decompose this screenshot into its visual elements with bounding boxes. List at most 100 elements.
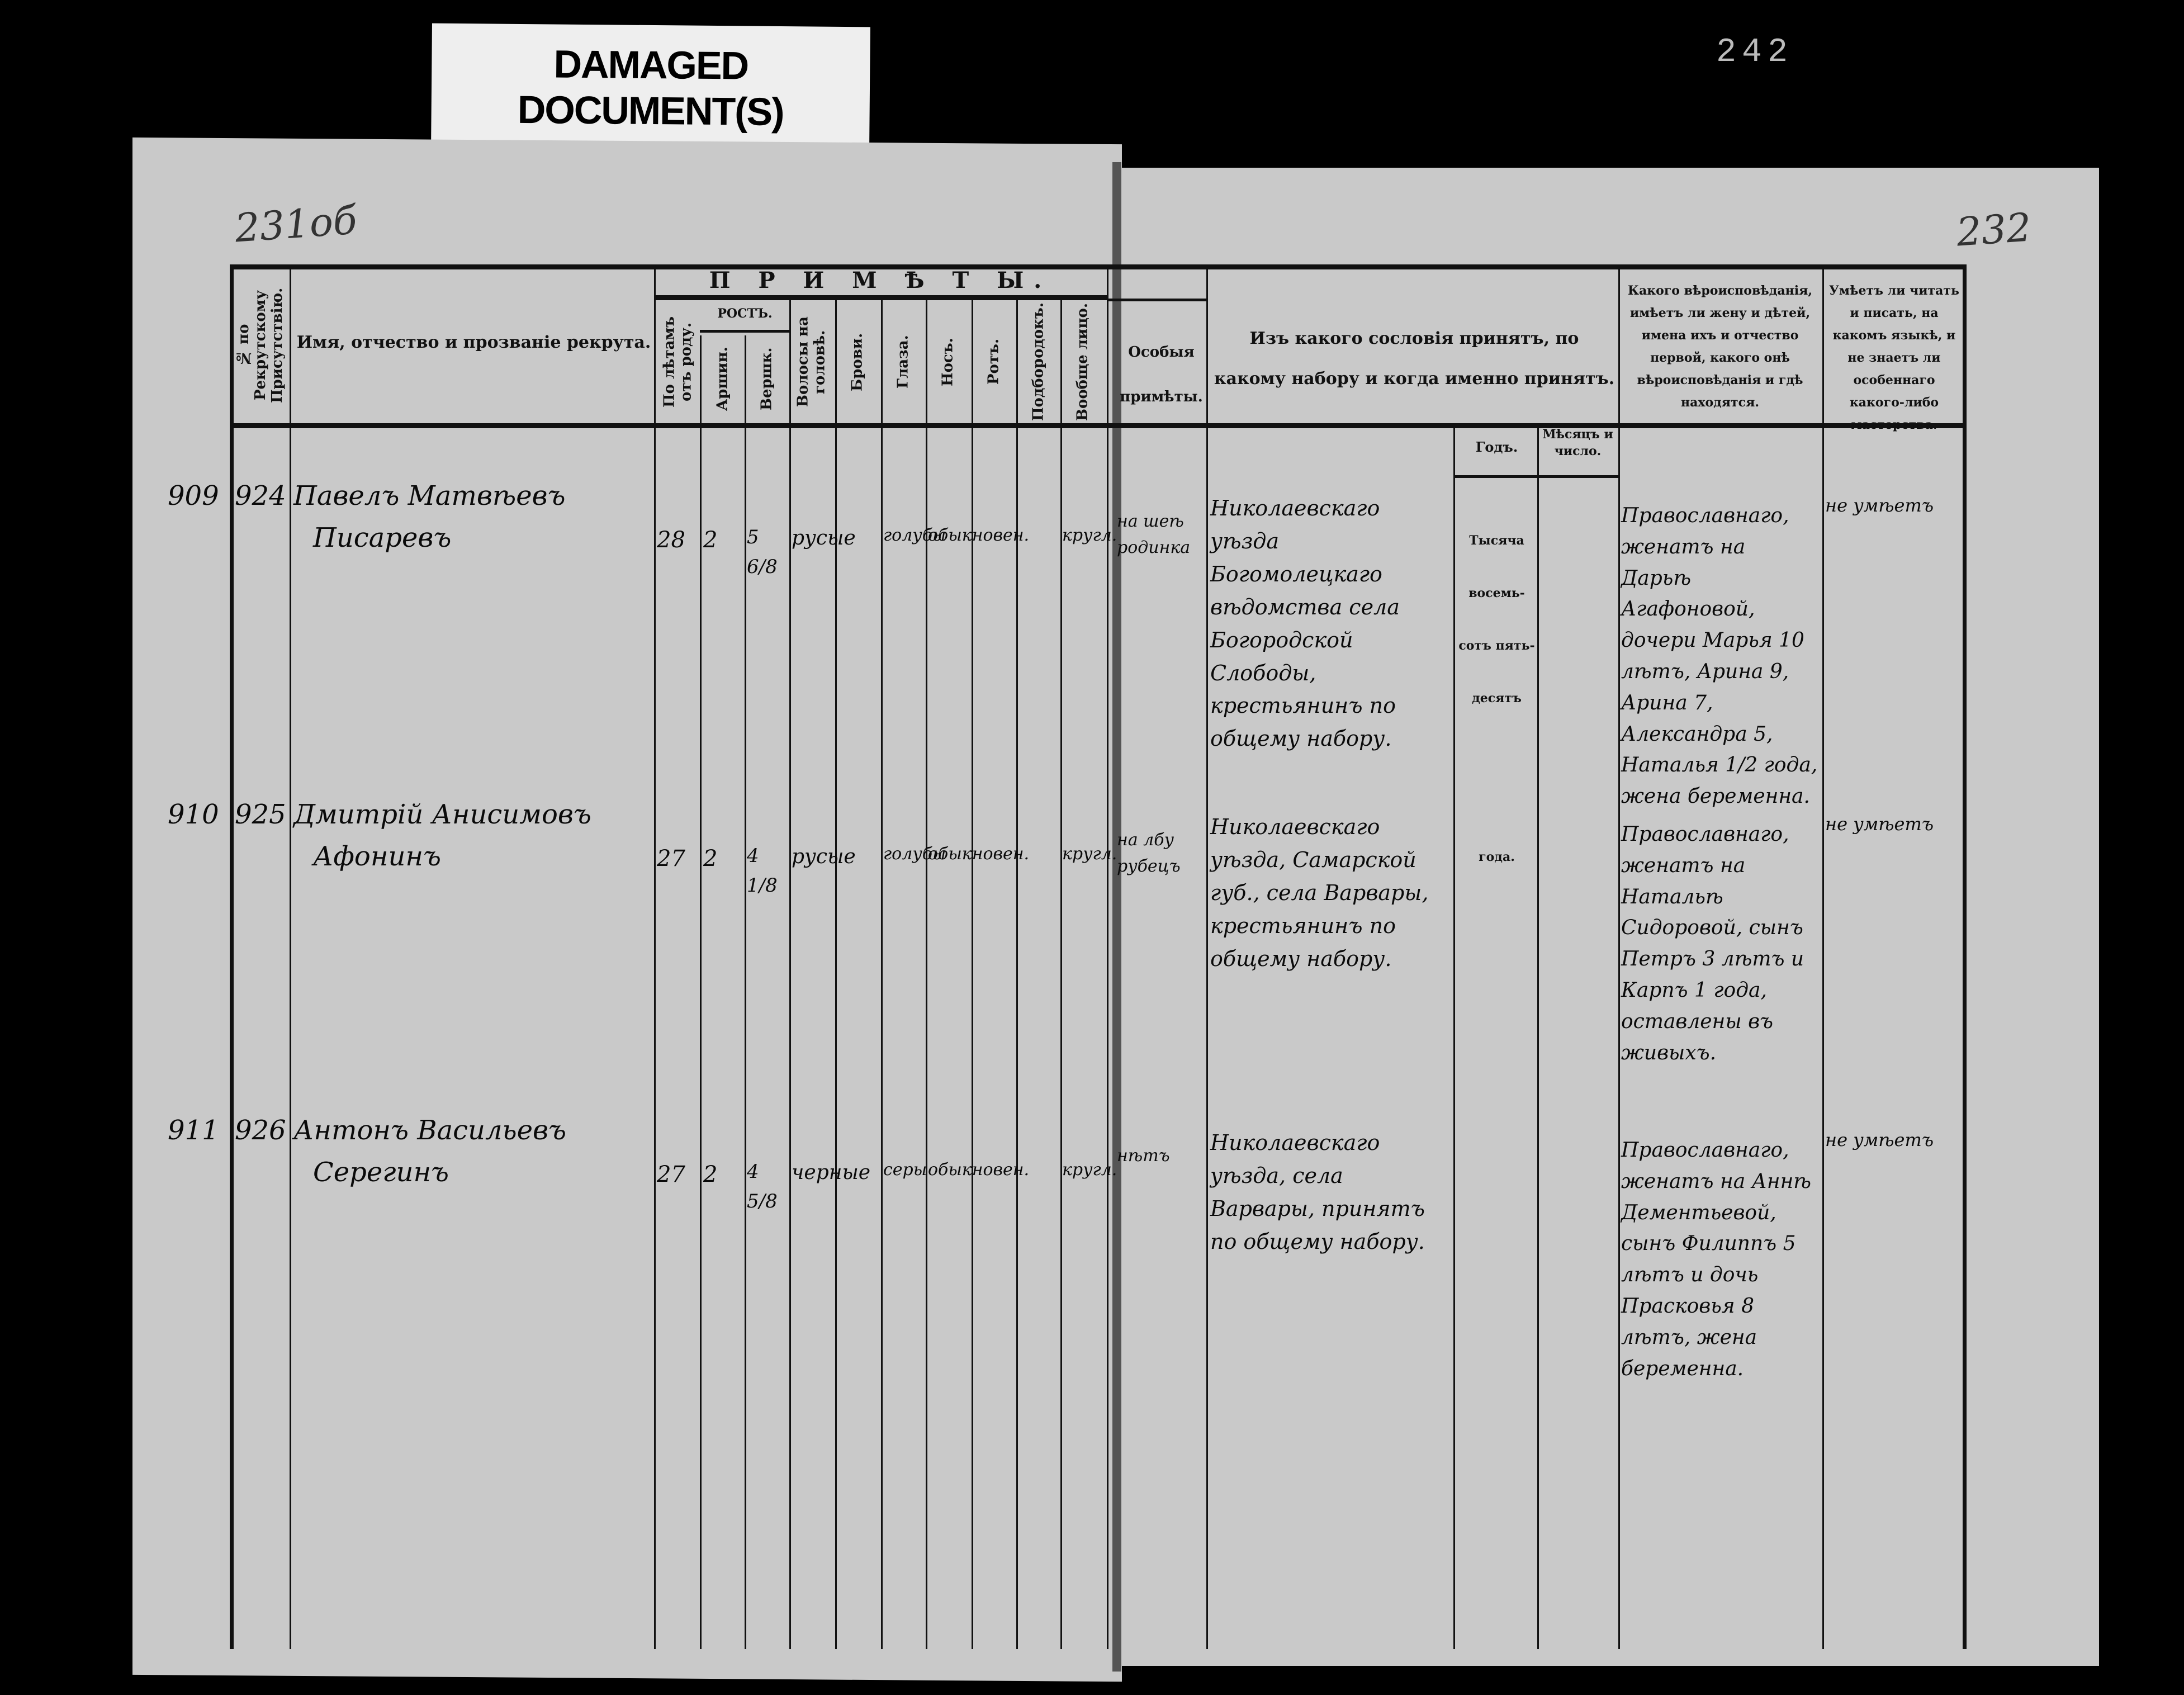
- cell-vershok: 4 1/8: [747, 845, 778, 897]
- cell-special: нѣтъ: [1117, 1146, 1170, 1166]
- cell-religion: Православнаго, женатъ на Дарьѣ Агафоново…: [1621, 504, 1818, 808]
- table-row-rule: [1107, 299, 1206, 301]
- table-column-rule: [1453, 425, 1455, 1649]
- table-column-rule: [926, 296, 927, 1649]
- cell-hair: русые: [792, 527, 856, 550]
- cell-literacy: не умѣетъ: [1825, 813, 1934, 835]
- cell-nose: обыкновен.: [928, 525, 1030, 545]
- table-column-rule: [835, 296, 837, 1649]
- cell-special: на лбу рубецъ: [1117, 830, 1181, 876]
- cell-age: 27: [657, 846, 685, 872]
- cell-name1: Дмитрій Анисимовъ: [293, 799, 591, 830]
- cell-name1: Павелъ Матвѣевъ: [293, 480, 566, 512]
- cell-number: 925: [235, 799, 286, 830]
- table-column-rule: [1107, 264, 1108, 1649]
- table-column-rule: [1206, 264, 1208, 1649]
- cell-name2: Серегинъ: [313, 1157, 449, 1188]
- header-religion: Какого вѣроисповѣданія, имѣетъ ли жену и…: [1628, 283, 1812, 410]
- cell-estate: Николаевскаго уѣзда, Самарской губ., сел…: [1210, 815, 1429, 971]
- table-row-rule: [1453, 475, 1618, 478]
- header-face: Вообще лицо.: [1074, 303, 1091, 421]
- table-column-rule: [1822, 264, 1824, 1649]
- year-line: года.: [1479, 850, 1515, 864]
- table-row-rule: [654, 295, 1107, 300]
- header-signs: П Р И М Ѣ Т Ы.: [709, 267, 1052, 293]
- cell-literacy: не умѣетъ: [1825, 495, 1934, 516]
- header-age: По лѣтамъ отъ роду.: [661, 316, 695, 408]
- table-column-rule: [789, 296, 791, 1649]
- archive-stamp: 242: [1716, 34, 1794, 72]
- year-line: восемь-: [1468, 586, 1525, 600]
- cell-margin: 911: [168, 1115, 219, 1146]
- header-month: Мѣсяцъ и число.: [1542, 427, 1613, 458]
- cell-vershok: 5 6/8: [747, 526, 778, 578]
- table-column-rule: [290, 264, 291, 1649]
- cell-religion: Православнаго, женатъ на Натальѣ Сидоров…: [1621, 823, 1804, 1064]
- cell-chin: кругл.: [1062, 525, 1117, 545]
- table-column-rule: [881, 296, 883, 1649]
- header-name: Имя, отчество и прозваніе рекрута.: [296, 333, 651, 352]
- table-row-rule: [700, 330, 789, 333]
- table-column-rule: [230, 264, 234, 1649]
- cell-chin: кругл.: [1062, 844, 1117, 864]
- header-brows: Брови.: [849, 333, 866, 391]
- cell-hair: русые: [792, 845, 856, 868]
- year-line: сотъ пять-: [1458, 638, 1535, 653]
- cell-vershok: 4 5/8: [747, 1161, 778, 1213]
- table-row-rule: [230, 423, 1967, 428]
- cell-special: на шеѣ родинка: [1117, 512, 1191, 557]
- header-hair: Волосы на головѣ.: [794, 316, 828, 408]
- header-number: № по Рекрутскому Присутствію.: [235, 287, 286, 403]
- cell-chin: кругл.: [1062, 1160, 1117, 1180]
- header-eyes: Глаза.: [894, 335, 912, 389]
- cell-religion: Православнаго, женатъ на Аннѣ Дементьево…: [1621, 1139, 1812, 1380]
- table-column-rule: [1963, 264, 1967, 1649]
- cell-name2: Писаревъ: [313, 522, 452, 553]
- cell-eyes: голубы: [883, 525, 946, 545]
- left-page-number: 231об: [233, 197, 359, 252]
- cell-age: 27: [657, 1162, 685, 1187]
- cell-estate: Николаевскаго уѣзда, села Варвары, приня…: [1210, 1130, 1425, 1254]
- header-vershok: Вершк.: [758, 347, 775, 410]
- table-column-rule: [1016, 296, 1018, 1649]
- header-year: Годъ.: [1475, 439, 1518, 455]
- cell-number: 926: [235, 1115, 286, 1146]
- table-column-rule: [654, 264, 656, 1649]
- cell-age: 28: [657, 527, 685, 553]
- table-column-rule: [1618, 264, 1620, 1649]
- header-special: Особыя примѣты.: [1120, 344, 1203, 405]
- cell-eyes: серы: [883, 1160, 927, 1180]
- header-arshin: Аршин.: [714, 347, 731, 411]
- cell-nose: обыкновен.: [928, 844, 1030, 864]
- table-column-rule: [972, 296, 973, 1649]
- cell-margin: 909: [168, 480, 219, 512]
- cell-name1: Антонъ Васильевъ: [293, 1115, 566, 1146]
- cell-eyes: голубы: [883, 844, 946, 864]
- header-mouth: Ротъ.: [985, 339, 1002, 385]
- cell-hair: черные: [792, 1161, 871, 1184]
- cell-arshin: 2: [703, 527, 718, 553]
- cell-margin: 910: [168, 799, 219, 830]
- right-page: [1115, 168, 2099, 1666]
- cell-literacy: не умѣетъ: [1825, 1129, 1934, 1150]
- cell-number: 924: [235, 480, 286, 512]
- table-column-rule: [1060, 296, 1062, 1649]
- header-chin: Подбородокъ.: [1030, 302, 1047, 422]
- cell-arshin: 2: [703, 846, 718, 872]
- cell-nose: обыкновен.: [928, 1160, 1030, 1180]
- cell-arshin: 2: [703, 1162, 718, 1187]
- cell-name2: Афонинъ: [313, 841, 441, 872]
- header-estate: Изъ какого сословія принятъ, по какому н…: [1214, 329, 1615, 389]
- printed-year: Тысяча восемь- сотъ пять- десятъ года.: [1456, 514, 1537, 883]
- label-line-1: DAMAGED: [553, 42, 748, 88]
- table-row-rule: [230, 264, 1967, 269]
- cell-estate: Николаевскаго уѣзда Богомолецкаго вѣдомс…: [1210, 496, 1400, 751]
- right-page-number: 232: [1955, 204, 2033, 255]
- book-gutter: [1112, 162, 1121, 1672]
- year-line: десятъ: [1472, 691, 1522, 706]
- table-column-rule: [1537, 425, 1539, 1649]
- table-column-rule: [700, 335, 702, 1649]
- damaged-document-label: DAMAGED DOCUMENT(S): [431, 23, 870, 153]
- year-line: Тысяча: [1469, 533, 1524, 548]
- header-height: РОСТЪ.: [717, 306, 773, 321]
